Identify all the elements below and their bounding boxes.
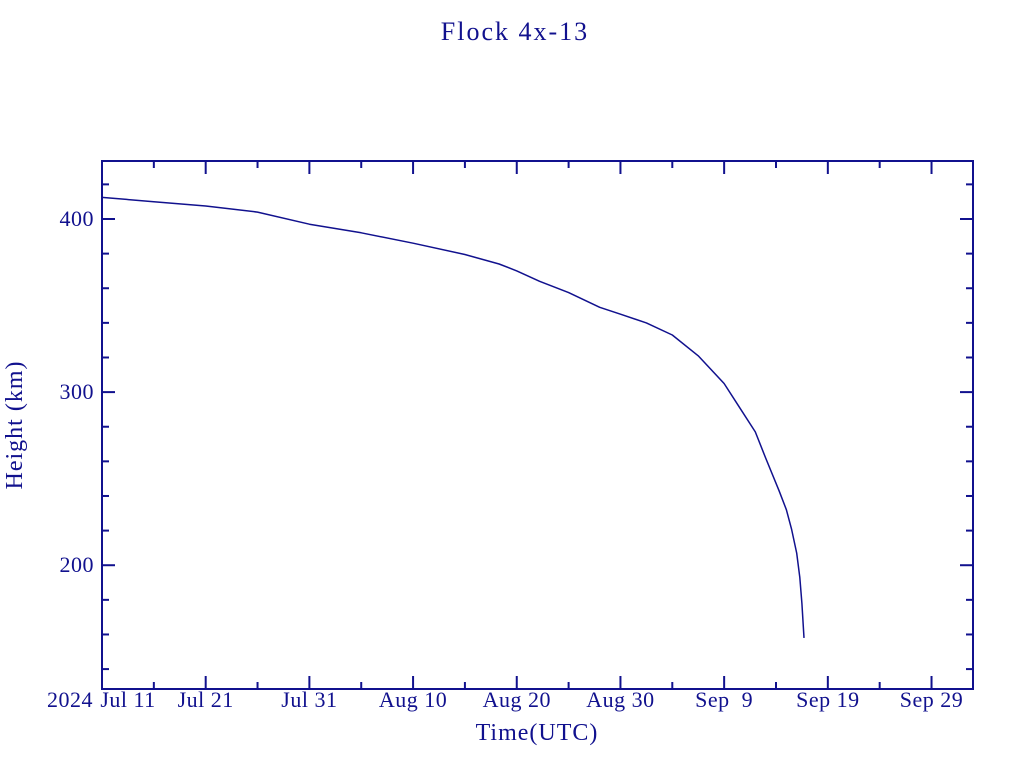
x-tick-label: Jul 21 [178,687,234,712]
y-axis-title: Height (km) [2,361,28,490]
x-tick-label: Sep 9 [695,687,753,712]
plot-generated-content: Jul 11 Jul 21 Jul 31 Aug 10 Aug 20 Aug 30 Sep … [60,160,974,712]
x-tick-label: Sep 29 [900,687,964,712]
x-axis-title: Time(UTC) [476,720,599,746]
x-tick-label: Aug 20 [483,687,551,712]
y-tick-label: 200 [60,552,95,577]
x-tick-label: Sep 19 [796,687,860,712]
y-tick-label: 400 [60,206,95,231]
plot-frame [101,160,974,690]
x-tick-label: Jul 31 [281,687,337,712]
x-axis-year-label: 2024 [47,687,93,712]
decay-curve [101,196,805,638]
x-tick-label: Aug 10 [379,687,447,712]
chart-title: Flock 4x-13 [441,17,589,46]
x-tick-label: Jul 11 [100,687,155,712]
y-tick-label: 300 [60,379,95,404]
x-tick-label: Aug 30 [586,687,654,712]
